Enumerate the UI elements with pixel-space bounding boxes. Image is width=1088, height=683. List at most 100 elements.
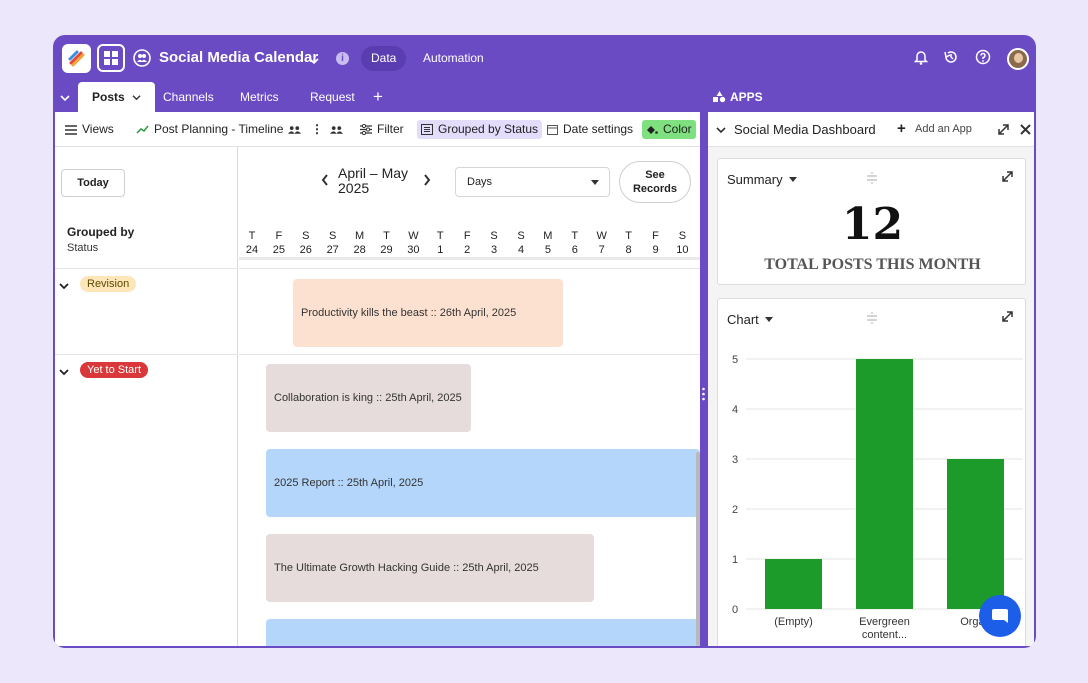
day-header-cell: M 28 — [347, 229, 373, 257]
day-letter: F — [652, 230, 659, 242]
grouped-by-heading: Grouped by — [67, 225, 135, 239]
chevron-down-icon[interactable] — [309, 52, 319, 70]
chevron-down-icon[interactable] — [59, 277, 69, 295]
info-icon[interactable]: i — [336, 52, 349, 65]
app-title[interactable]: Social Media Calendar — [159, 49, 319, 66]
group-row-revision: Revision — [55, 268, 238, 354]
list-icon — [421, 124, 433, 135]
plus-icon: + — [897, 120, 906, 137]
mode-tab-data[interactable]: Data — [361, 46, 407, 71]
chevron-down-icon[interactable] — [60, 89, 70, 107]
bar[interactable] — [765, 559, 822, 609]
share-users-icon[interactable] — [330, 112, 343, 147]
scale-select[interactable]: Days — [455, 167, 610, 197]
day-number: 9 — [652, 244, 659, 256]
tab-posts[interactable]: Posts — [78, 82, 156, 112]
chevron-down-icon[interactable] — [59, 363, 69, 381]
day-number: 4 — [517, 244, 525, 256]
color-button[interactable]: Color — [642, 120, 696, 139]
day-letter: W — [408, 230, 419, 242]
day-number: 1 — [437, 244, 444, 256]
day-number: 3 — [491, 244, 498, 256]
row-divider — [239, 268, 700, 269]
chevron-right-icon[interactable] — [423, 173, 431, 191]
event-card[interactable]: 2025 Report :: 25th April, 2025 — [266, 449, 700, 517]
timeline-grid: April – May 2025 Days See Records T 24 F 25… — [239, 147, 700, 646]
day-number: 26 — [299, 244, 312, 256]
group-by-label: Grouped by Status — [438, 122, 539, 136]
day-number: 25 — [272, 244, 286, 256]
day-number: 28 — [353, 244, 366, 256]
event-card[interactable]: The Ultimate Growth Hacking Guide :: 25t… — [266, 534, 594, 602]
dashboard-name[interactable]: Social Media Dashboard — [734, 122, 876, 137]
panel-resize-handle[interactable] — [702, 387, 705, 406]
day-number: 10 — [676, 244, 689, 256]
filter-button[interactable]: Filter — [360, 112, 404, 147]
expand-icon[interactable] — [998, 124, 1009, 135]
users-icon[interactable] — [133, 49, 151, 72]
y-tick-label: 0 — [732, 604, 738, 616]
day-letter: T — [383, 230, 390, 242]
chevron-left-icon[interactable] — [321, 173, 329, 191]
expand-icon[interactable] — [1002, 171, 1013, 182]
see-records-line1: See — [645, 169, 665, 181]
user-avatar[interactable] — [1007, 48, 1029, 70]
date-settings-label: Date settings — [563, 122, 634, 136]
drag-handle-icon[interactable] — [866, 172, 878, 184]
apps-grid-icon[interactable] — [97, 44, 125, 72]
today-button[interactable]: Today — [61, 169, 125, 197]
event-card[interactable]: Productivity kills the beast :: 26th Apr… — [293, 279, 563, 347]
tab-request[interactable]: Request — [310, 90, 355, 104]
drag-handle-icon[interactable] — [866, 312, 878, 324]
day-letter: T — [248, 230, 256, 242]
bar[interactable] — [947, 459, 1004, 609]
chart-card-title[interactable]: Chart — [727, 312, 773, 327]
view-name-button[interactable]: Post Planning - Timeline — [136, 112, 302, 147]
more-options-icon[interactable]: ⋮ — [311, 122, 323, 136]
add-app-button[interactable]: Add an App — [915, 123, 972, 135]
table-tabs: Posts Channels Metrics Request + — [53, 82, 701, 112]
tab-channels[interactable]: Channels — [163, 90, 214, 104]
y-tick-label: 2 — [732, 504, 738, 516]
add-tab-plus-icon[interactable]: + — [373, 87, 383, 106]
event-card[interactable] — [266, 619, 700, 646]
help-icon[interactable] — [975, 49, 991, 70]
close-icon[interactable] — [1020, 124, 1031, 135]
caret-down-icon — [591, 180, 599, 185]
day-letter: T — [625, 230, 632, 242]
chat-button[interactable] — [979, 595, 1021, 637]
summary-card: Summary 12 TOTAL POSTS THIS MONTH — [717, 158, 1026, 285]
see-records-button[interactable]: See Records — [619, 161, 691, 203]
expand-icon[interactable] — [1002, 311, 1013, 322]
date-settings-button[interactable]: Date settings — [547, 112, 633, 147]
tab-metrics[interactable]: Metrics — [240, 90, 279, 104]
mode-tab-automation[interactable]: Automation — [423, 51, 484, 65]
x-tick-label: Evergreen content... — [859, 616, 910, 641]
top-header: Social Media Calendar i Data Automation — [53, 35, 1036, 82]
grouped-by-field: Status — [67, 242, 99, 254]
chevron-down-icon[interactable] — [716, 126, 726, 134]
event-card[interactable]: Collaboration is king :: 25th April, 202… — [266, 364, 471, 432]
date-divider — [239, 257, 700, 260]
group-by-button[interactable]: Grouped by Status — [417, 120, 543, 139]
history-icon[interactable] — [943, 49, 959, 70]
app-window: Social Media Calendar i Data Automation … — [53, 35, 1036, 648]
app-logo-icon[interactable] — [62, 44, 91, 73]
calendar-icon — [547, 125, 558, 135]
day-number: 6 — [571, 244, 578, 256]
status-badge: Yet to Start — [80, 362, 149, 378]
views-button[interactable]: Views — [65, 112, 114, 147]
day-letter: W — [596, 230, 607, 242]
day-header-cell: T 24 — [239, 229, 265, 257]
day-header-cell: S 27 — [320, 229, 346, 257]
vertical-scrollbar[interactable] — [696, 452, 700, 646]
bell-icon[interactable] — [913, 49, 929, 70]
y-tick-label: 5 — [732, 354, 738, 366]
bar[interactable] — [856, 359, 913, 609]
day-letter: S — [678, 230, 687, 242]
day-letter: T — [436, 230, 444, 242]
day-header-cell: S 26 — [293, 229, 319, 257]
summary-card-title[interactable]: Summary — [727, 172, 797, 187]
